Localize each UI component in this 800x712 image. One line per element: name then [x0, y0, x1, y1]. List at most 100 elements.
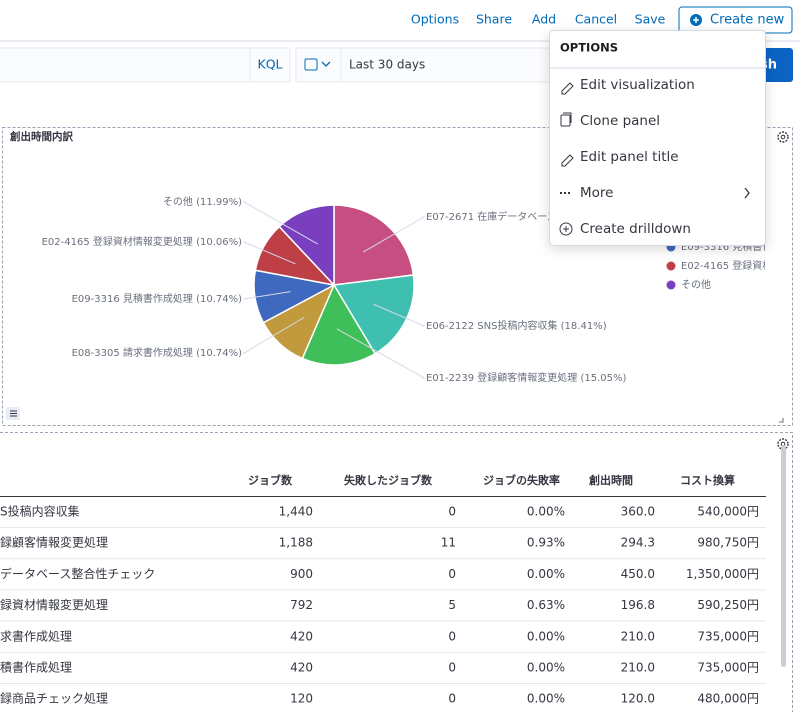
- slice-label-name: E09-3316 見積書作成処理: [72, 292, 193, 305]
- gear-icon-center: [780, 134, 786, 140]
- table-cell: 450.0: [621, 567, 655, 581]
- table-cell: 1,440: [279, 505, 313, 519]
- toolbar-link[interactable]: Add: [532, 12, 556, 27]
- table-cell: 5: [448, 598, 456, 612]
- table-cell: 0.63%: [527, 598, 565, 612]
- table-cell: 0: [448, 661, 456, 675]
- table-cell: 0.00%: [527, 629, 565, 643]
- menu-item[interactable]: Edit visualization: [580, 77, 695, 93]
- row-label: 録顧客情報変更処理: [0, 535, 108, 550]
- menu-item[interactable]: Edit panel title: [580, 149, 679, 165]
- plus-icon-glyph: [693, 17, 699, 23]
- table-cell: 11: [441, 536, 456, 550]
- slice-label: E09-3316 見積書作成処理 (10.74%): [72, 292, 243, 305]
- slice-label-name: E02-4165 登録資材情報変更処理: [42, 235, 193, 248]
- slice-label-name: E01-2239 登録顧客情報変更処理: [426, 371, 577, 384]
- pie-chart: E07-2671 在庫データベース整合性チェック (23.01%)E06-212…: [42, 195, 676, 384]
- legend-swatch: [666, 280, 676, 290]
- table-cell: 540,000円: [697, 505, 759, 519]
- row-label: 録資材情報変更処理: [0, 597, 108, 612]
- table-cell: 0.00%: [527, 692, 565, 706]
- table-cell: 0.93%: [527, 536, 565, 550]
- toolbar-link[interactable]: Save: [635, 12, 666, 27]
- time-range[interactable]: Last 30 days: [349, 58, 425, 72]
- scrollbar[interactable]: [781, 445, 786, 667]
- row-label: 求書作成処理: [0, 629, 72, 643]
- gear-icon[interactable]: [777, 131, 789, 143]
- table-cell: 0: [448, 692, 456, 706]
- leader-line: [243, 291, 291, 300]
- table-cell: 210.0: [621, 629, 655, 643]
- table-cell: 792: [290, 598, 313, 612]
- table-cell: 420: [290, 629, 313, 643]
- row-label: データベース整合性チェック: [0, 566, 155, 581]
- copy-icon: [560, 114, 571, 127]
- slice-label-value: (10.74%): [196, 348, 242, 359]
- leader-line: [242, 201, 319, 245]
- table-cell: 420: [290, 661, 313, 675]
- row-label: 積書作成処理: [0, 660, 72, 675]
- slice-label-name: その他: [163, 195, 193, 208]
- menu-item[interactable]: More: [580, 185, 613, 201]
- leader-line: [242, 316, 305, 354]
- slice-label-name: E06-2122 SNS投稿内容収集: [426, 319, 557, 332]
- legend-toggle-icon: [10, 410, 17, 417]
- options-popover: [549, 30, 766, 246]
- table-cell: 0: [448, 629, 456, 643]
- create-button-label[interactable]: Create new: [710, 13, 785, 28]
- table-cell: 294.3: [621, 536, 655, 550]
- pie-slice: [301, 283, 377, 366]
- column-header[interactable]: ジョブ数: [248, 473, 293, 487]
- slice-label-name: E08-3305 請求書作成処理: [72, 346, 193, 359]
- column-header[interactable]: ジョブの失敗率: [483, 473, 560, 487]
- chevron-icon: [321, 61, 331, 67]
- leader-line: [336, 328, 426, 379]
- panel: [0, 432, 793, 712]
- table-cell: 900: [290, 567, 313, 581]
- panel-title: 創出時間内訳: [9, 130, 73, 143]
- table-cell: 0.00%: [527, 567, 565, 581]
- table-cell: 0: [448, 505, 456, 519]
- slice-label: E01-2239 登録顧客情報変更処理 (15.05%): [426, 371, 627, 384]
- slice-label: E08-3305 請求書作成処理 (10.74%): [72, 346, 243, 359]
- legend-label[interactable]: E02-4165 登録資材情報変更処理: [681, 259, 800, 272]
- slice-label: E06-2122 SNS投稿内容収集 (18.41%): [426, 319, 607, 332]
- leader-line: [373, 303, 425, 327]
- slice-label: その他 (11.99%): [163, 195, 242, 208]
- row-label: 録商品チェック処理: [0, 691, 108, 706]
- toolbar-link[interactable]: Cancel: [575, 12, 617, 27]
- legend-label[interactable]: その他: [681, 278, 711, 291]
- row-label: S投稿内容収集: [0, 504, 80, 519]
- slice-label: E02-4165 登録資材情報変更処理 (10.06%): [42, 235, 243, 248]
- column-header[interactable]: コスト換算: [680, 473, 735, 487]
- column-header[interactable]: 失敗したジョブ数: [344, 473, 433, 487]
- slice-label-value: (10.74%): [196, 294, 242, 305]
- table-cell: 735,000円: [697, 661, 759, 675]
- data-table: ジョブ数 失敗したジョブ数 ジョブの失敗率 創出時間 コスト換算 S投稿内容収集 1,440…: [0, 473, 766, 706]
- pie-slice: [333, 204, 415, 286]
- query-input[interactable]: [0, 47, 291, 83]
- slice-label-value: (18.41%): [561, 321, 607, 332]
- table-cell: 210.0: [621, 661, 655, 675]
- pencil-icon: [561, 154, 574, 167]
- toolbar-link[interactable]: Share: [476, 12, 512, 27]
- column-header[interactable]: 創出時間: [588, 473, 633, 487]
- menu-item[interactable]: Create drilldown: [580, 221, 691, 237]
- slice-label-value: (15.05%): [580, 373, 626, 384]
- calendar-icon: [304, 58, 318, 71]
- table-cell: 980,750円: [697, 536, 759, 550]
- leader-line: [362, 216, 426, 253]
- table-cell: 590,250円: [697, 598, 759, 612]
- slice-label-value: (10.06%): [196, 237, 242, 248]
- table-cell: 0.00%: [527, 505, 565, 519]
- table-cell: 120: [290, 692, 313, 706]
- resize-handle[interactable]: [779, 418, 784, 423]
- menu-item[interactable]: Clone panel: [580, 113, 660, 129]
- table-cell: 196.8: [621, 598, 655, 612]
- table-cell: 1,188: [279, 536, 313, 550]
- kql-button[interactable]: KQL: [258, 57, 283, 72]
- legend-swatch: [666, 261, 676, 271]
- toolbar-link[interactable]: Options: [411, 12, 459, 27]
- table-cell: 735,000円: [697, 629, 759, 643]
